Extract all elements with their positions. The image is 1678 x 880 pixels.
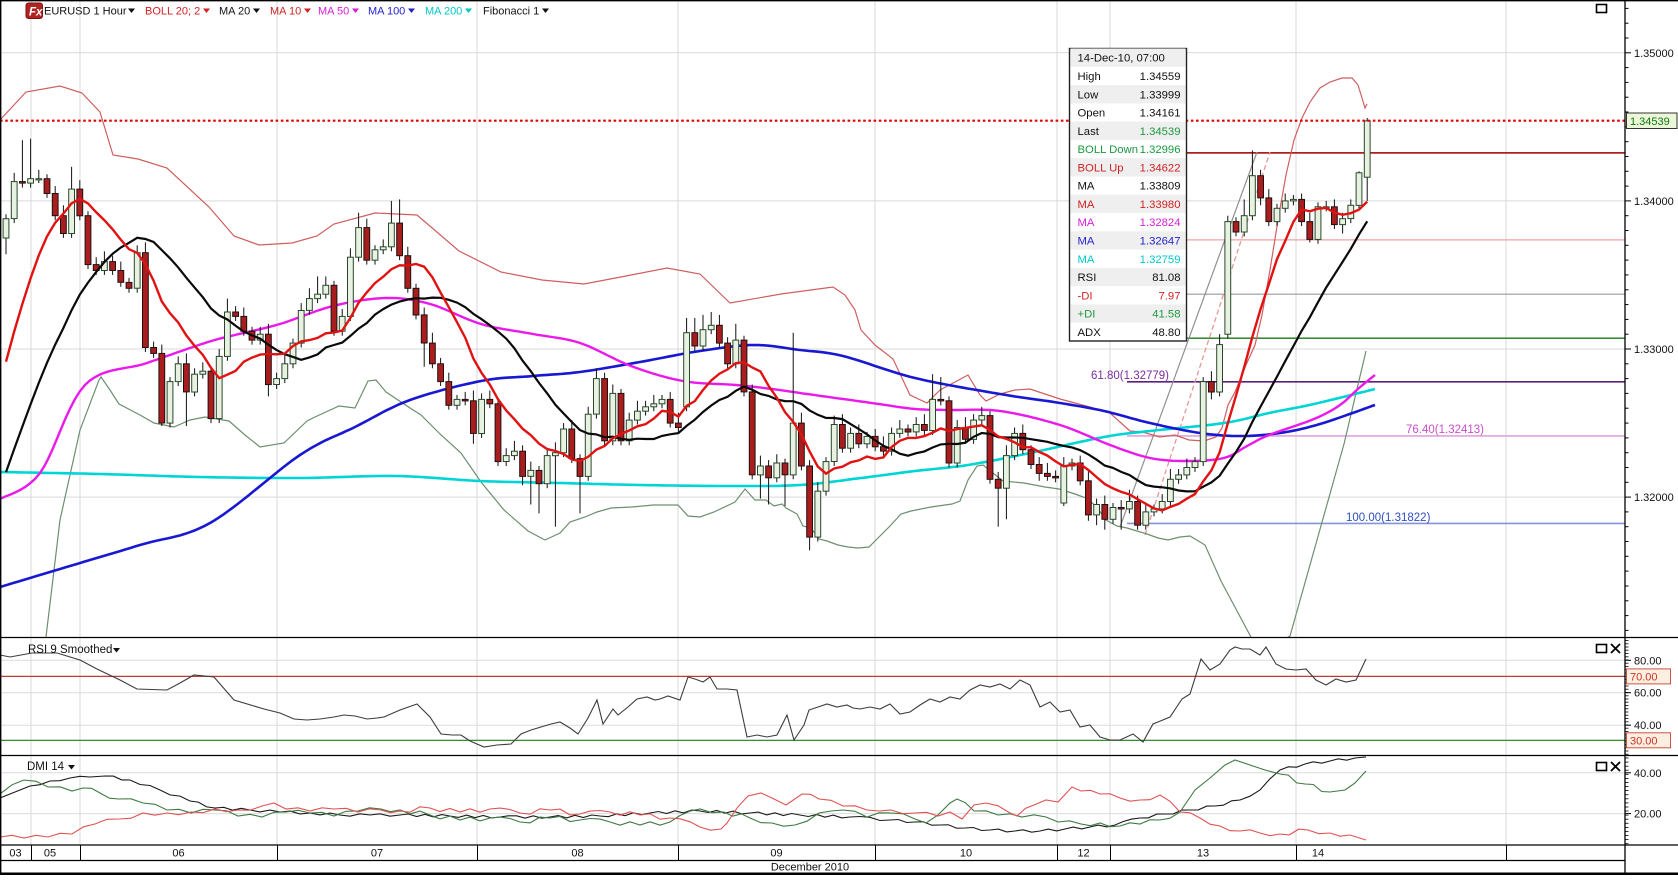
svg-text:MA 50: MA 50 (318, 6, 349, 18)
svg-text:1.33999: 1.33999 (1140, 89, 1181, 101)
svg-text:MA: MA (1078, 199, 1095, 211)
svg-text:BOLL Up: BOLL Up (1078, 162, 1124, 174)
svg-text:MA 10: MA 10 (270, 6, 301, 18)
svg-text:1.33809: 1.33809 (1140, 181, 1181, 193)
svg-text:Last: Last (1078, 126, 1100, 138)
svg-text:76.40(1.32413): 76.40(1.32413) (1406, 424, 1484, 436)
svg-text:1.32759: 1.32759 (1140, 254, 1181, 266)
svg-text:Open: Open (1078, 108, 1106, 120)
svg-text:MA 20: MA 20 (219, 6, 250, 18)
svg-text:MA: MA (1078, 236, 1095, 248)
svg-text:High: High (1078, 71, 1101, 83)
svg-text:14-Dec-10, 07:00: 14-Dec-10, 07:00 (1078, 53, 1165, 65)
svg-text:1.32647: 1.32647 (1140, 236, 1181, 248)
svg-text:ADX: ADX (1078, 327, 1102, 339)
svg-text:Fx: Fx (29, 7, 43, 19)
svg-text:20.00: 20.00 (1634, 809, 1662, 821)
svg-text:December 2010: December 2010 (771, 862, 849, 874)
svg-text:RSI: RSI (1078, 272, 1097, 284)
svg-text:07: 07 (371, 848, 383, 860)
svg-text:100.00(1.31822): 100.00(1.31822) (1346, 512, 1431, 524)
svg-text:Low: Low (1078, 89, 1100, 101)
svg-text:14: 14 (1312, 848, 1324, 860)
svg-text:1.33000: 1.33000 (1634, 344, 1674, 356)
svg-text:1.35000: 1.35000 (1634, 48, 1674, 60)
svg-text:06: 06 (172, 848, 184, 860)
svg-text:1.32824: 1.32824 (1140, 217, 1181, 229)
svg-text:12: 12 (1077, 848, 1089, 860)
svg-text:80.00: 80.00 (1634, 655, 1662, 667)
svg-text:1.33980: 1.33980 (1140, 199, 1181, 211)
svg-text:09: 09 (770, 848, 782, 860)
svg-text:70.00: 70.00 (1630, 671, 1658, 683)
svg-text:RSI 9 Smoothed: RSI 9 Smoothed (28, 644, 112, 656)
svg-text:1.34559: 1.34559 (1140, 71, 1181, 83)
svg-text:40.00: 40.00 (1634, 720, 1662, 732)
svg-text:1.34622: 1.34622 (1140, 162, 1181, 174)
svg-text:1.34539: 1.34539 (1140, 126, 1181, 138)
svg-text:EURUSD 1 Hour: EURUSD 1 Hour (44, 6, 127, 18)
svg-text:DMI 14: DMI 14 (27, 761, 65, 773)
svg-text:MA 200: MA 200 (425, 6, 462, 18)
svg-text:48.80: 48.80 (1152, 327, 1180, 339)
svg-text:40.00: 40.00 (1634, 768, 1662, 780)
svg-text:61.80(1.32779): 61.80(1.32779) (1091, 370, 1169, 382)
svg-text:30.00: 30.00 (1630, 735, 1658, 747)
svg-text:1.34539: 1.34539 (1630, 116, 1670, 128)
svg-text:MA 100: MA 100 (368, 6, 405, 18)
svg-text:+DI: +DI (1078, 309, 1096, 321)
svg-text:MA: MA (1078, 217, 1095, 229)
svg-text:1.34000: 1.34000 (1634, 196, 1674, 208)
svg-text:81.08: 81.08 (1152, 272, 1180, 284)
svg-text:MA: MA (1078, 254, 1095, 266)
svg-text:1.32996: 1.32996 (1140, 144, 1181, 156)
svg-text:BOLL 20; 2: BOLL 20; 2 (145, 6, 200, 18)
svg-text:60.00: 60.00 (1634, 688, 1662, 700)
svg-text:1.34161: 1.34161 (1140, 108, 1181, 120)
svg-text:41.58: 41.58 (1152, 309, 1180, 321)
svg-text:03: 03 (9, 848, 21, 860)
svg-text:08: 08 (571, 848, 583, 860)
svg-text:BOLL Down: BOLL Down (1078, 144, 1139, 156)
svg-text:7.97: 7.97 (1159, 290, 1181, 302)
svg-text:05: 05 (44, 848, 56, 860)
svg-text:MA: MA (1078, 181, 1095, 193)
svg-text:-DI: -DI (1078, 290, 1093, 302)
svg-text:1.32000: 1.32000 (1634, 492, 1674, 504)
svg-text:13: 13 (1197, 848, 1209, 860)
svg-text:10: 10 (960, 848, 972, 860)
svg-text:Fibonacci 1: Fibonacci 1 (483, 6, 539, 18)
